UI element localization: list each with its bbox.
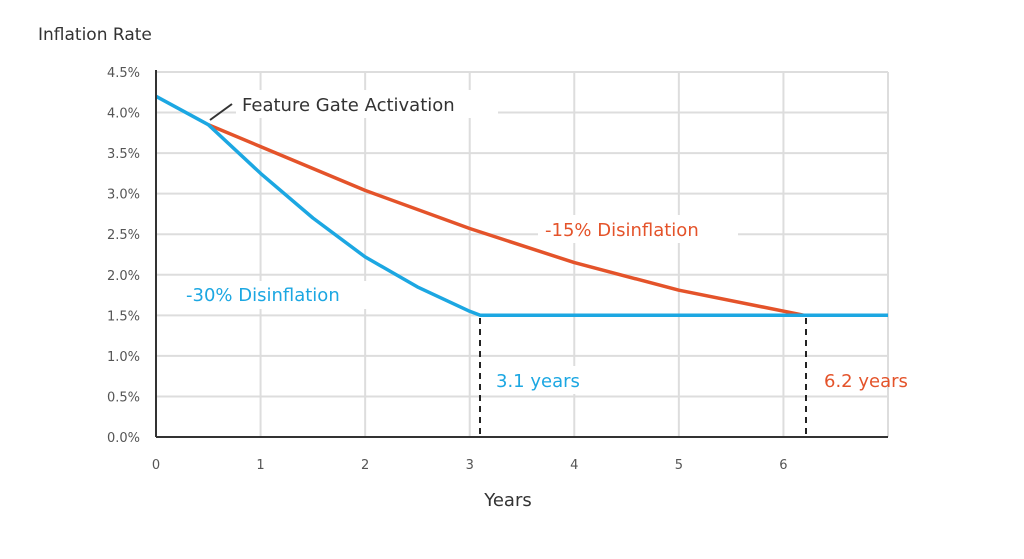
y-tick-label: 2.5% [107,228,140,243]
series-lines [155,94,888,318]
legend-label-15: -15% Disinflation [545,220,699,241]
x-tick-label: 4 [570,458,578,473]
x-axis-label: Years [483,490,532,511]
x-tick-label: 1 [256,458,264,473]
annotation-feature-gate: Feature Gate Activation [242,95,455,116]
y-tick-label: 1.0% [107,350,140,365]
grid [156,71,889,437]
x-tick-label: 2 [361,458,369,473]
y-axis-label: Inflation Rate [38,25,152,45]
feature-gate-leader [209,103,233,121]
annotation-3-1-years: 3.1 years [496,371,580,392]
legend-label-30: -30% Disinflation [186,285,340,306]
series-line-15pct [207,123,805,318]
x-tick-label: 6 [779,458,787,473]
x-tick-label: 0 [152,458,160,473]
series-line-30pct [155,94,888,318]
x-tick-label: 3 [466,458,474,473]
annotation-6-2-years: 6.2 years [824,371,908,392]
y-tick-label: 0.0% [107,431,140,446]
x-tick-label: 5 [675,458,683,473]
x-tick-labels: 0 1 2 3 4 5 6 [152,458,788,473]
y-tick-labels: 0.0% 0.5% 1.0% 1.5% 2.0% 2.5% 3.0% 3.5% 4.0% 4.5% [107,66,140,446]
y-tick-label: 0.5% [107,390,140,405]
y-tick-label: 1.5% [107,309,140,324]
y-tick-label: 3.5% [107,147,140,162]
y-tick-label: 2.0% [107,269,140,284]
y-tick-label: 3.0% [107,188,140,203]
y-tick-label: 4.0% [107,107,140,122]
y-tick-label: 4.5% [107,66,140,81]
